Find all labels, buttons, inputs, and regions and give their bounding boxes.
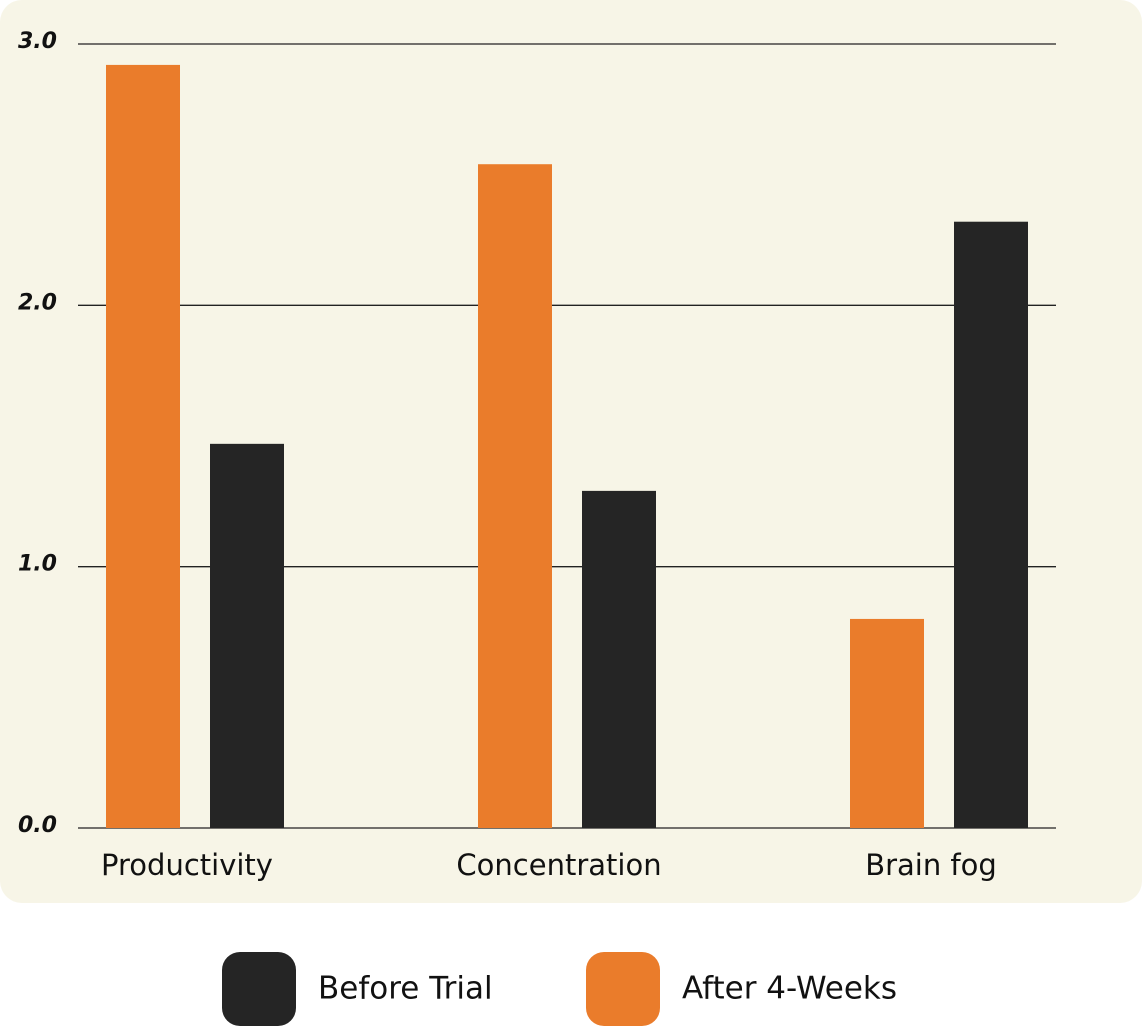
bar [582, 490, 656, 828]
x-tick-label: Productivity [101, 848, 273, 882]
y-tick-label: 1.0 [18, 552, 57, 577]
x-tick-label: Brain fog [865, 848, 997, 882]
x-tick-label: Concentration [456, 848, 661, 882]
bar [106, 64, 180, 828]
bar [210, 443, 284, 828]
legend-swatch [586, 952, 660, 1026]
legend-swatch [222, 952, 296, 1026]
y-tick-label: 0.0 [18, 813, 57, 838]
bar [954, 221, 1028, 828]
y-tick-label: 3.0 [18, 29, 57, 54]
legend-label: Before Trial [318, 971, 493, 1007]
legend-label: After 4-Weeks [682, 971, 897, 1007]
bar [850, 618, 924, 828]
y-tick-label: 2.0 [18, 290, 57, 315]
bar [478, 164, 552, 829]
